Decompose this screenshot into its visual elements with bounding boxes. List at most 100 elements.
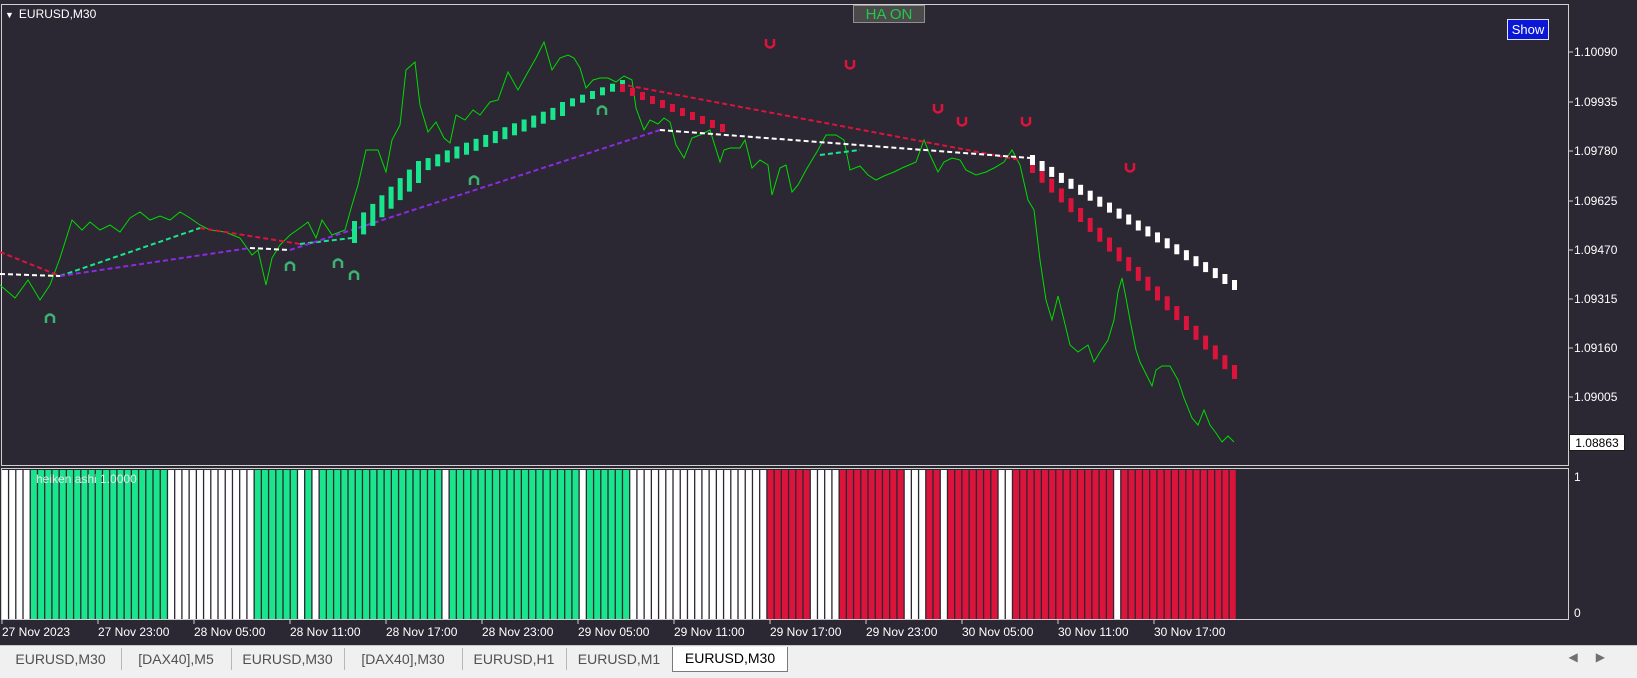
histogram-bar xyxy=(854,470,861,619)
trend-bar-bear xyxy=(700,116,705,124)
histogram-bar xyxy=(615,470,622,619)
histogram-bar xyxy=(572,470,579,619)
histogram-bar xyxy=(825,470,832,619)
trend-bar-neutral xyxy=(1107,202,1112,213)
histogram-bar xyxy=(1143,470,1150,619)
tab-dax40-m5[interactable]: [DAX40],M5 xyxy=(121,648,232,670)
trend-bar-bull xyxy=(464,142,469,155)
histogram-bar xyxy=(536,470,543,619)
histogram-bar xyxy=(457,470,463,619)
histogram-bar xyxy=(233,470,240,619)
tab-eurusd-m30-active[interactable]: EURUSD,M30 xyxy=(672,647,788,672)
trend-bar-bull xyxy=(600,87,605,96)
tab-eurusd-m30-2[interactable]: EURUSD,M30 xyxy=(231,648,345,670)
histogram-bar xyxy=(919,470,926,619)
tab-eurusd-m30-1[interactable]: EURUSD,M30 xyxy=(0,648,122,670)
histogram-bar xyxy=(507,470,514,619)
histogram-bar xyxy=(637,470,644,619)
histogram-bar xyxy=(991,470,998,619)
histogram-bar xyxy=(1200,470,1207,619)
histogram-bar xyxy=(767,470,774,619)
trend-bar-bull xyxy=(610,83,615,92)
histogram-bar xyxy=(1078,470,1085,619)
show-button[interactable]: Show xyxy=(1507,19,1549,40)
slow-ma-neutral-segment xyxy=(659,129,1031,159)
histogram-bar xyxy=(269,470,276,619)
collapse-triangle-icon[interactable]: ▼ xyxy=(5,10,14,20)
trend-bar-neutral xyxy=(1087,190,1093,201)
tab-eurusd-m1[interactable]: EURUSD,M1 xyxy=(577,651,661,667)
histogram-bar xyxy=(370,470,377,619)
chart-area[interactable]: 1.10090 1.09935 1.09780 1.09625 1.09470 1.093… xyxy=(0,0,1637,645)
trend-bar-bear xyxy=(1126,257,1132,272)
x-axis-tick-label: 28 Nov 05:00 xyxy=(194,625,266,639)
trend-bar-bull xyxy=(570,98,575,107)
histogram-bar xyxy=(1063,470,1070,619)
histogram-bar xyxy=(276,470,283,619)
histogram-bar xyxy=(117,470,124,619)
tab-scroll-arrows-icon[interactable]: ◀▶ xyxy=(1568,650,1623,664)
trend-bar-bear xyxy=(1058,188,1064,203)
subwindow-axis-top: 1 xyxy=(1574,470,1581,484)
histogram-bar xyxy=(1157,470,1164,619)
trend-bar-bear xyxy=(1030,159,1035,173)
trend-bar-neutral xyxy=(1164,238,1170,249)
histogram-bar xyxy=(1034,470,1041,619)
histogram-bar xyxy=(666,470,673,619)
tab-dax40-m30[interactable]: [DAX40],M30 xyxy=(344,648,463,670)
trend-bar-bear xyxy=(1049,178,1055,193)
y-axis-tick-label: 1.09935 xyxy=(1574,95,1618,109)
histogram-bar xyxy=(464,470,471,619)
buy-arrow-icon xyxy=(44,313,56,323)
histogram-bar xyxy=(1179,470,1186,619)
histogram-bar xyxy=(818,470,825,619)
trend-bar-bear xyxy=(1164,296,1170,311)
trend-bar-bear xyxy=(1222,355,1228,370)
histogram-bar xyxy=(782,470,788,619)
trend-bar-bear xyxy=(1116,247,1122,262)
trend-bar-neutral xyxy=(1049,166,1055,177)
histogram-bar xyxy=(16,470,23,619)
histogram-bar xyxy=(485,470,492,619)
trend-bar-bull xyxy=(540,111,546,124)
histogram-bar xyxy=(796,470,803,619)
trend-bar-bull xyxy=(492,131,498,144)
trend-bar-bear xyxy=(620,84,625,92)
sell-arrow-icon xyxy=(844,60,856,70)
histogram-bar xyxy=(124,470,131,619)
histogram-bar xyxy=(160,470,167,619)
y-axis-tick-label: 1.09470 xyxy=(1574,243,1618,257)
tab-eurusd-h1[interactable]: EURUSD,H1 xyxy=(462,648,567,670)
histogram-bar xyxy=(1107,470,1113,619)
histogram-bar xyxy=(9,470,16,619)
histogram-bar xyxy=(1020,470,1027,619)
trend-bar-neutral xyxy=(1155,232,1160,243)
trend-bar-bull xyxy=(444,150,450,163)
histogram-bar xyxy=(594,470,601,619)
ha-toggle-button[interactable]: HA ON xyxy=(853,5,925,23)
symbol-title[interactable]: ▼ EURUSD,M30 xyxy=(5,7,96,21)
histogram-bar xyxy=(500,470,507,619)
histogram-bar xyxy=(1013,470,1020,619)
histogram-bar xyxy=(514,470,521,619)
histogram-bar xyxy=(1070,470,1077,619)
trend-bar-bull xyxy=(512,123,517,136)
histogram-bar xyxy=(327,470,333,619)
fast-ma-bull-segment xyxy=(59,227,201,277)
histogram-bar xyxy=(312,470,319,619)
trend-bar-bull xyxy=(483,134,489,147)
histogram-bar xyxy=(673,470,680,619)
histogram-bar xyxy=(1164,470,1171,619)
trend-bar-bear xyxy=(1203,335,1209,350)
trend-bar-bear xyxy=(670,104,675,112)
histogram-bar xyxy=(132,470,138,619)
histogram-bar xyxy=(875,470,882,619)
trend-bar-bull xyxy=(454,146,460,159)
chart-canvas[interactable]: 1.10090 1.09935 1.09780 1.09625 1.09470 1.093… xyxy=(0,0,1637,645)
trend-bar-bull xyxy=(580,94,585,103)
histogram-bar xyxy=(630,470,637,619)
trend-bar-bear xyxy=(1097,227,1103,242)
trend-bar-neutral xyxy=(1116,208,1122,219)
fast-ma-bull-segment xyxy=(299,237,353,245)
histogram-bar xyxy=(738,470,745,619)
